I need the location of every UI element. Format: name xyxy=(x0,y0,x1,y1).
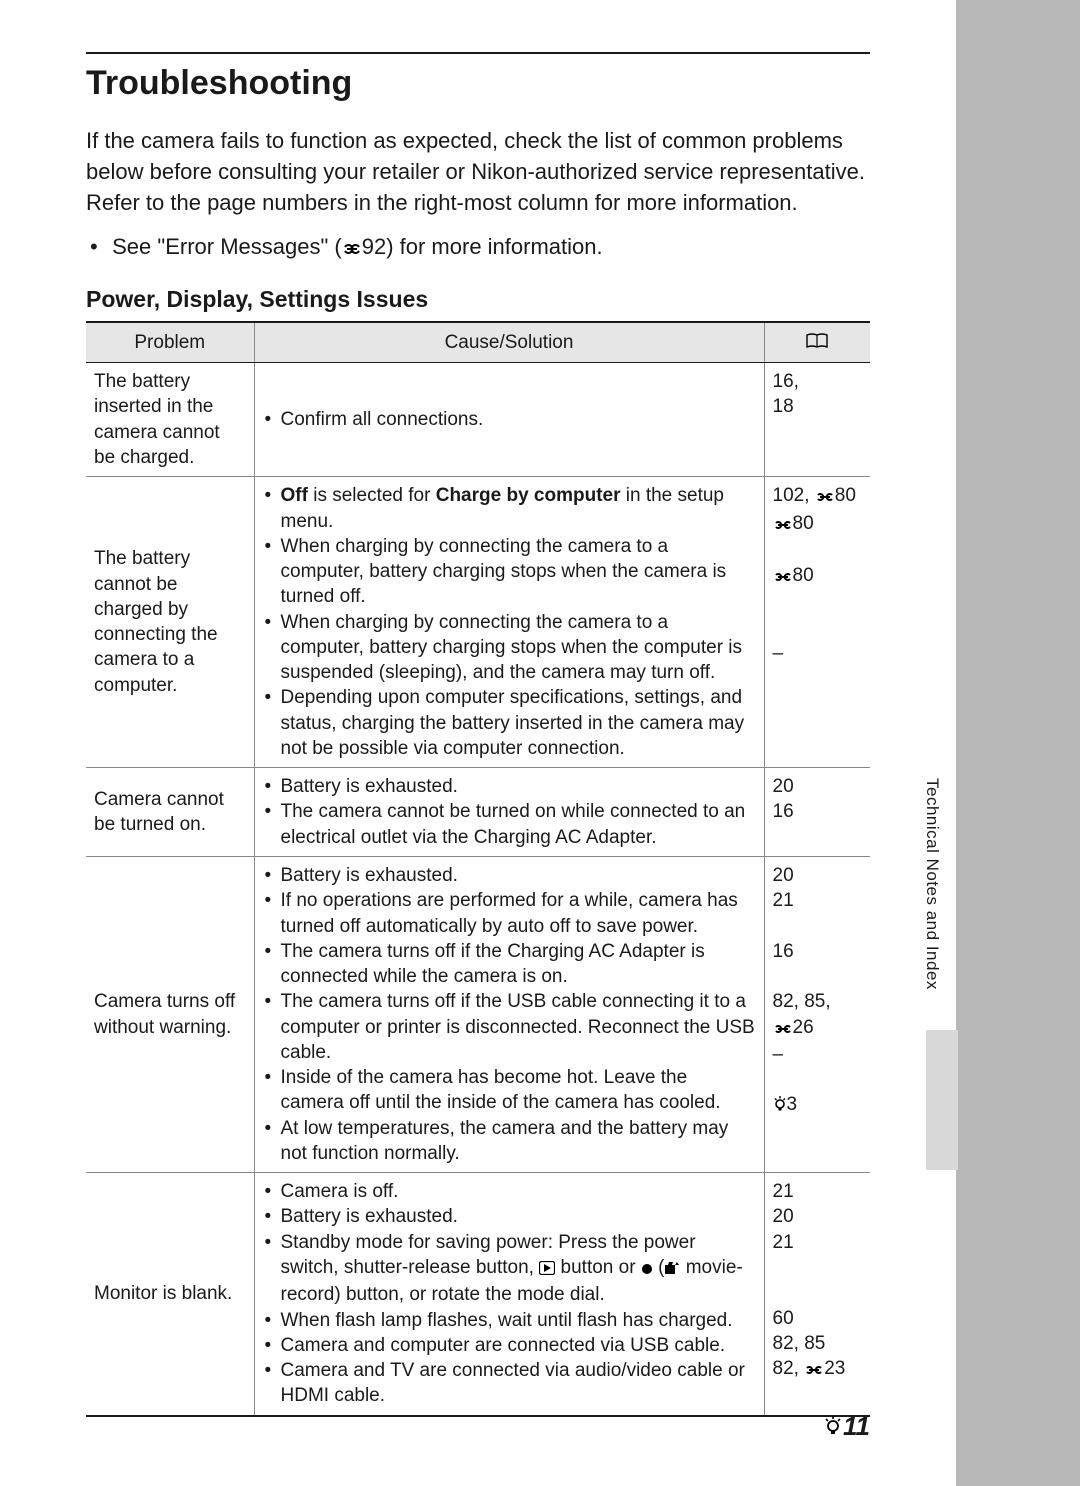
reference-icon xyxy=(804,1358,824,1383)
cause-item: Standby mode for saving power: Press the… xyxy=(263,1230,756,1308)
reference-item: 18 xyxy=(773,394,863,419)
cause-item: Depending upon computer specifications, … xyxy=(263,685,756,761)
table-header-row: Problem Cause/Solution xyxy=(86,322,870,363)
problem-cell: Monitor is blank. xyxy=(86,1173,254,1416)
reference-item: 82, 23 xyxy=(773,1356,863,1383)
cause-item: Camera is off. xyxy=(263,1179,756,1204)
reference-item: 102, 80 xyxy=(773,483,863,510)
reference-item: 16 xyxy=(773,799,863,824)
reference-item: 80 xyxy=(773,511,863,538)
section-heading: Power, Display, Settings Issues xyxy=(86,286,870,313)
reference-item: 26 xyxy=(773,1015,863,1042)
title-rule: Troubleshooting xyxy=(86,52,870,103)
cause-item: If no operations are performed for a whi… xyxy=(263,888,756,939)
intro-paragraph: If the camera fails to function as expec… xyxy=(86,125,870,219)
reference-item: 82, 85, xyxy=(773,989,863,1014)
page-number: 11 xyxy=(823,1411,870,1444)
reference-item xyxy=(773,964,863,989)
page-title: Troubleshooting xyxy=(86,64,870,103)
problem-cell: The battery cannot be charged by connect… xyxy=(86,477,254,768)
reference-item: 21 xyxy=(773,1179,863,1204)
cause-item: Confirm all connections. xyxy=(263,407,756,432)
reference-item: 82, 85 xyxy=(773,1331,863,1356)
reference-item: 20 xyxy=(773,1204,863,1229)
reference-item: 20 xyxy=(773,774,863,799)
cause-item: Battery is exhausted. xyxy=(263,774,756,799)
reference-cell: 16,18 xyxy=(764,363,870,477)
play-icon xyxy=(539,1257,555,1282)
reference-icon xyxy=(815,485,835,510)
cause-item: When charging by connecting the camera t… xyxy=(263,610,756,686)
reference-item xyxy=(773,914,863,939)
cause-cell: Off is selected for Charge by computer i… xyxy=(254,477,764,768)
troubleshooting-table: Problem Cause/Solution The battery inser… xyxy=(86,321,870,1417)
cause-item: At low temperatures, the camera and the … xyxy=(263,1116,756,1167)
cause-cell: Camera is off.Battery is exhausted.Stand… xyxy=(254,1173,764,1416)
cause-item: Camera and TV are connected via audio/vi… xyxy=(263,1358,756,1409)
movie-icon xyxy=(664,1257,680,1282)
reference-item: – xyxy=(773,1042,863,1067)
reference-item: 21 xyxy=(773,1230,863,1255)
col-header-cause: Cause/Solution xyxy=(254,322,764,363)
reference-item: 80 xyxy=(773,563,863,590)
reference-item: 16, xyxy=(773,369,863,394)
cause-item: Battery is exhausted. xyxy=(263,863,756,888)
record-icon xyxy=(641,1257,653,1282)
reference-cell: 212021 6082, 8582, 23 xyxy=(764,1173,870,1416)
page-number-value: 11 xyxy=(843,1411,870,1441)
reference-item xyxy=(773,1255,863,1280)
cause-item: The camera turns off if the Charging AC … xyxy=(263,939,756,990)
reference-item xyxy=(773,590,863,615)
cause-cell: Confirm all connections. xyxy=(254,363,764,477)
see-ref-num: 92 xyxy=(362,234,386,259)
cause-item: Off is selected for Charge by computer i… xyxy=(263,483,756,534)
reference-cell: 102, 8080 80 – xyxy=(764,477,870,768)
reference-item: 20 xyxy=(773,863,863,888)
reference-icon xyxy=(773,513,793,538)
problem-cell: Camera turns off without warning. xyxy=(86,856,254,1172)
reference-item xyxy=(773,616,863,641)
cause-item: The camera turns off if the USB cable co… xyxy=(263,989,756,1065)
see-error-messages: • See "Error Messages" (92) for more inf… xyxy=(86,231,870,264)
book-icon xyxy=(806,331,828,356)
cause-cell: Battery is exhausted.If no operations ar… xyxy=(254,856,764,1172)
reference-item: 16 xyxy=(773,939,863,964)
reference-item: 21 xyxy=(773,888,863,913)
reference-item: 3 xyxy=(773,1092,863,1119)
cause-cell: Battery is exhausted.The camera cannot b… xyxy=(254,768,764,857)
side-section-label: Technical Notes and Index xyxy=(922,778,942,990)
cause-item: Camera and computer are connected via US… xyxy=(263,1333,756,1358)
reference-icon xyxy=(773,565,793,590)
side-thumb-tab xyxy=(926,1030,958,1170)
table-row: Camera turns off without warning.Battery… xyxy=(86,856,870,1172)
reference-item xyxy=(773,538,863,563)
cause-item: When flash lamp flashes, wait until flas… xyxy=(263,1308,756,1333)
reference-cell: 2016 xyxy=(764,768,870,857)
cause-item: Inside of the camera has become hot. Lea… xyxy=(263,1065,756,1116)
table-row: Camera cannot be turned on.Battery is ex… xyxy=(86,768,870,857)
see-prefix: See "Error Messages" ( xyxy=(112,234,342,259)
cause-item: When charging by connecting the camera t… xyxy=(263,534,756,610)
table-row: The battery cannot be charged by connect… xyxy=(86,477,870,768)
col-header-reference xyxy=(764,322,870,363)
cause-item: Battery is exhausted. xyxy=(263,1204,756,1229)
reference-icon xyxy=(342,233,362,264)
problem-cell: Camera cannot be turned on. xyxy=(86,768,254,857)
reference-item: 60 xyxy=(773,1306,863,1331)
reference-cell: 2021 16 82, 85,26– 3 xyxy=(764,856,870,1172)
reference-item: – xyxy=(773,641,863,666)
col-header-problem: Problem xyxy=(86,322,254,363)
cause-item: The camera cannot be turned on while con… xyxy=(263,799,756,850)
table-row: Monitor is blank.Camera is off.Battery i… xyxy=(86,1173,870,1416)
reference-icon xyxy=(773,1017,793,1042)
problem-cell: The battery inserted in the camera canno… xyxy=(86,363,254,477)
bulb-icon xyxy=(773,1094,787,1119)
manual-page: Troubleshooting If the camera fails to f… xyxy=(0,0,956,1486)
bulb-icon xyxy=(823,1413,843,1444)
reference-item xyxy=(773,1280,863,1305)
see-suffix: ) for more information. xyxy=(386,234,602,259)
table-row: The battery inserted in the camera canno… xyxy=(86,363,870,477)
reference-item xyxy=(773,1067,863,1092)
